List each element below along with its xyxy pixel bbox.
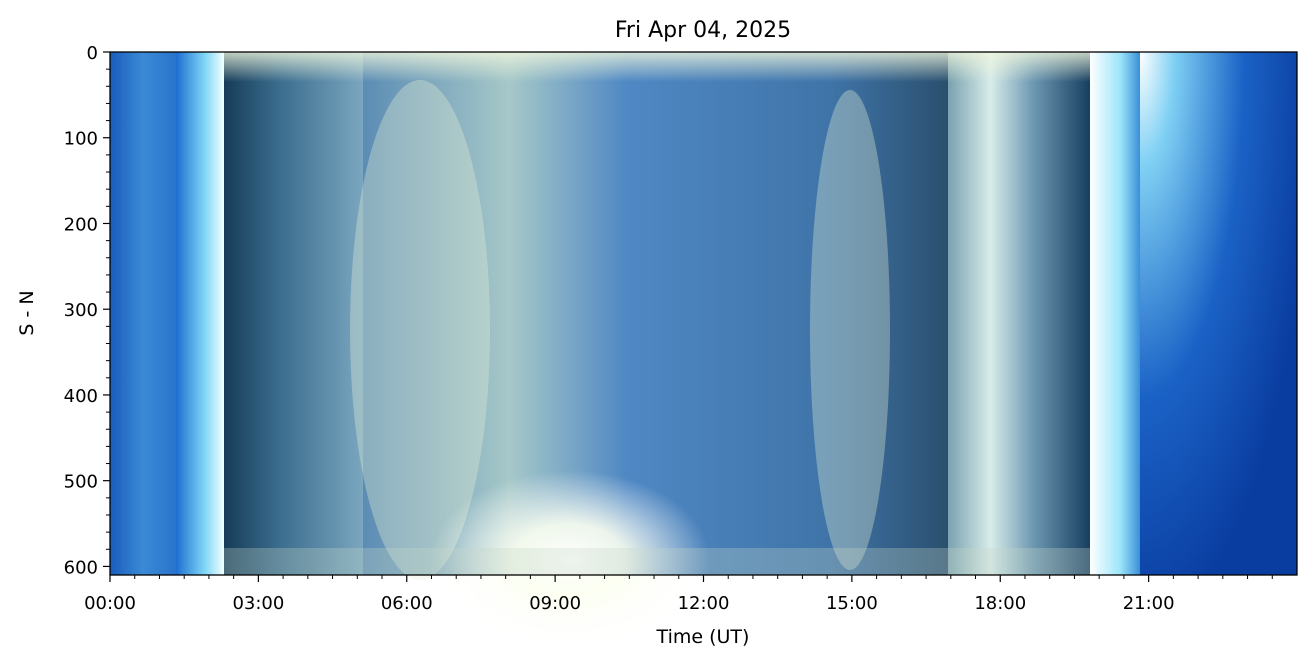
chart-title: Fri Apr 04, 2025 <box>615 18 791 43</box>
y-tick-label: 600 <box>64 557 98 578</box>
x-tick-label: 06:00 <box>381 593 433 614</box>
y-tick-label: 400 <box>64 386 98 407</box>
x-axis-label: Time (UT) <box>656 626 750 648</box>
x-tick-label: 03:00 <box>232 593 284 614</box>
x-tick-label: 00:00 <box>84 593 136 614</box>
y-axis-label: S - N <box>16 290 38 335</box>
keogram-image <box>110 52 1297 650</box>
y-tick-label: 200 <box>64 214 98 235</box>
y-tick-label: 0 <box>87 43 98 64</box>
x-tick-label: 12:00 <box>678 593 730 614</box>
x-tick-label: 15:00 <box>826 593 878 614</box>
x-tick-label: 18:00 <box>974 593 1026 614</box>
x-tick-label: 09:00 <box>529 593 581 614</box>
y-tick-label: 100 <box>64 129 98 150</box>
y-tick-label: 300 <box>64 300 98 321</box>
y-tick-label: 500 <box>64 472 98 493</box>
x-tick-label: 21:00 <box>1123 593 1175 614</box>
